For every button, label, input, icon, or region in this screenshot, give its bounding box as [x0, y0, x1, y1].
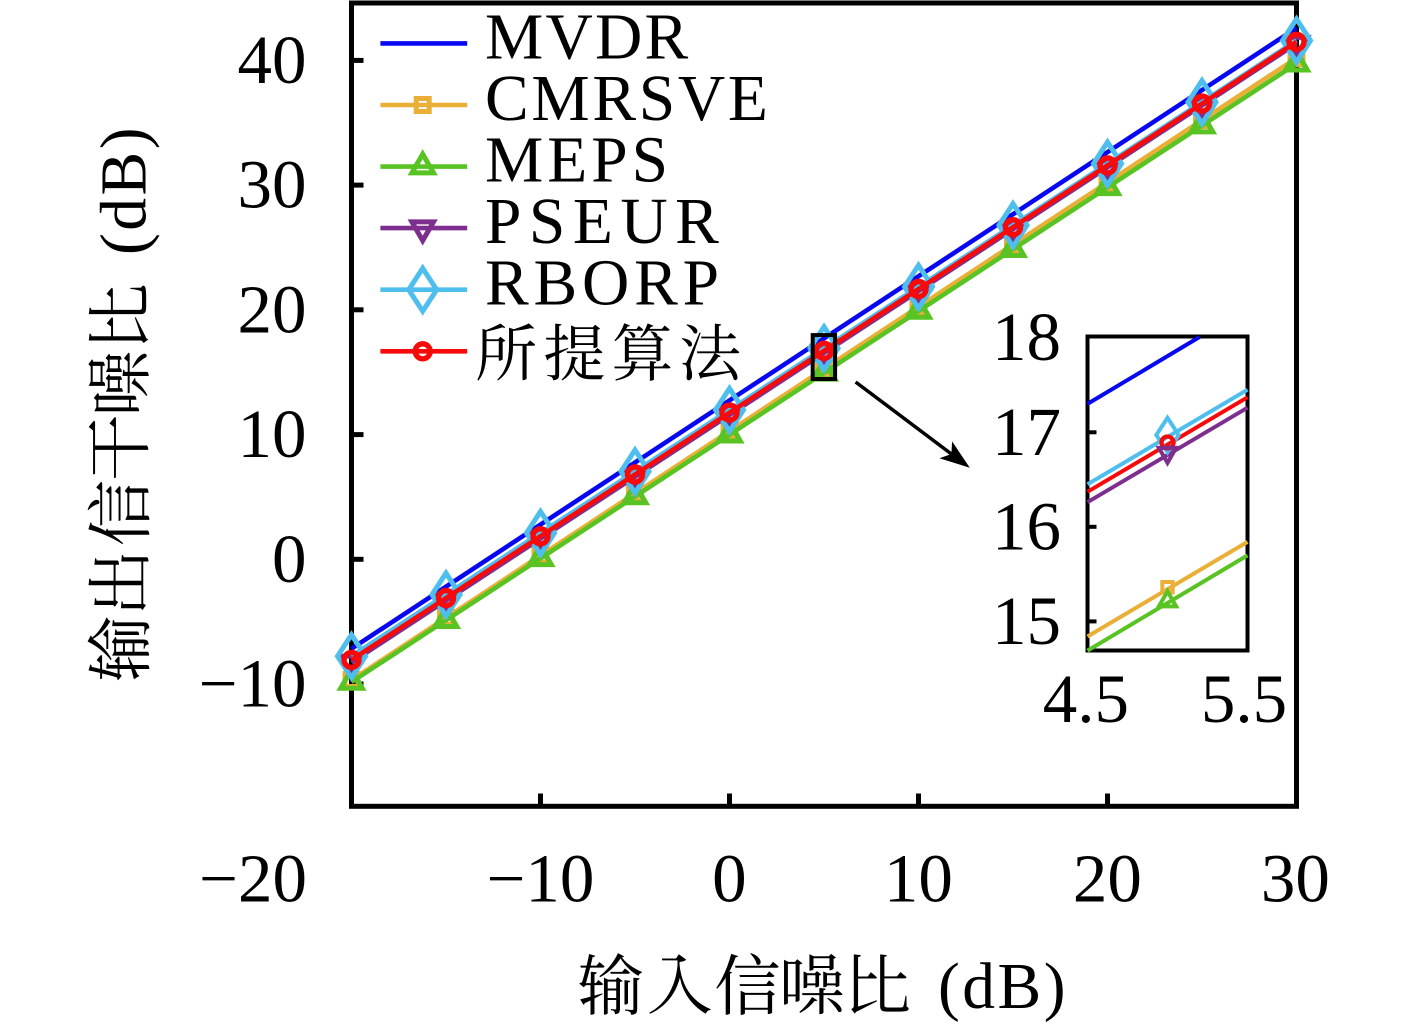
svg-text:10: 10: [238, 396, 307, 472]
svg-text:MEPS: MEPS: [485, 125, 672, 197]
svg-text:16: 16: [992, 488, 1061, 564]
svg-text:17: 17: [992, 394, 1061, 470]
svg-text:40: 40: [238, 22, 307, 98]
svg-text:MVDR: MVDR: [485, 1, 690, 73]
svg-text:PSEUR: PSEUR: [485, 186, 726, 258]
svg-text:CMRSVE: CMRSVE: [485, 63, 771, 135]
svg-text:18: 18: [992, 299, 1061, 375]
svg-text:RBORP: RBORP: [485, 248, 724, 320]
svg-text:20: 20: [238, 271, 307, 347]
svg-text:0: 0: [272, 521, 307, 597]
svg-text:4.5: 4.5: [1043, 661, 1129, 737]
svg-text:5.5: 5.5: [1201, 661, 1287, 737]
svg-text:(dB): (dB): [89, 125, 161, 255]
svg-text:30: 30: [238, 147, 307, 223]
svg-text:−10: −10: [199, 646, 307, 722]
svg-text:(dB): (dB): [938, 951, 1068, 1023]
svg-text:−20: −20: [199, 840, 307, 916]
svg-text:20: 20: [1073, 840, 1142, 916]
svg-text:0: 0: [712, 840, 747, 916]
svg-text:15: 15: [992, 583, 1061, 659]
svg-text:30: 30: [1261, 840, 1330, 916]
svg-text:10: 10: [884, 840, 953, 916]
svg-text:−10: −10: [486, 840, 594, 916]
